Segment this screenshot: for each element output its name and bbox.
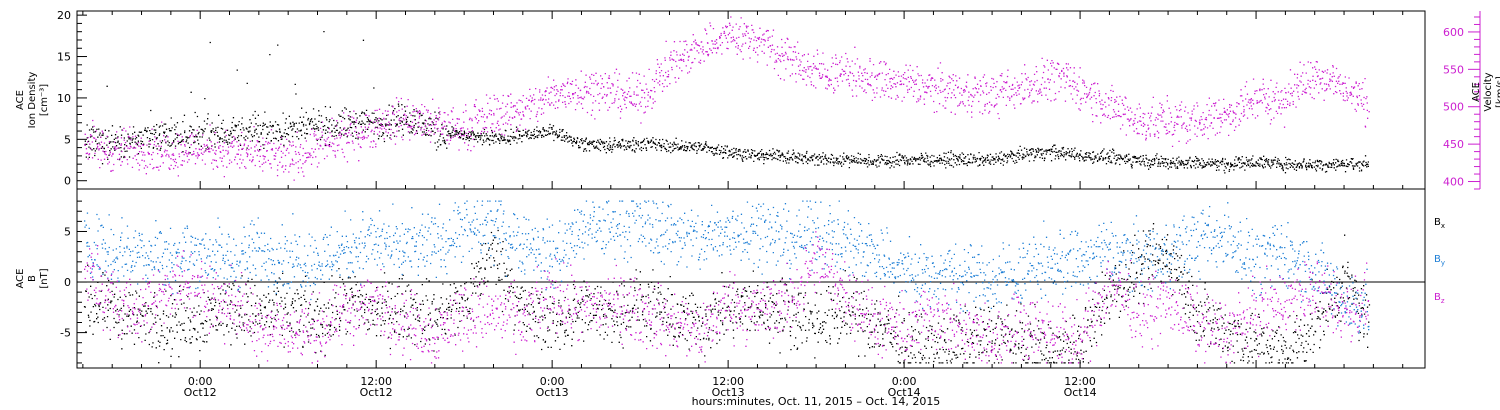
velocity-axis-title-0: ACE — [1471, 82, 1482, 102]
x-tick-time-2: 0:00 — [540, 375, 565, 388]
velocity-axis-title-2: [km/s] — [1495, 76, 1500, 108]
density-axis-title-1: Ion Density — [27, 72, 38, 129]
velocity-tick-label-550: 550 — [1443, 63, 1464, 76]
velocity-tick-label-450: 450 — [1443, 138, 1464, 151]
x-tick-time-5: 12:00 — [1064, 375, 1096, 388]
legend-Bx: Bx — [1434, 217, 1445, 230]
b-tick-label-5: 5 — [64, 225, 71, 238]
x-tick-time-4: 0:00 — [892, 375, 917, 388]
legend-By: By — [1434, 254, 1445, 267]
x-tick-date-3: Oct13 — [712, 386, 745, 399]
velocity-axis-title-1: Velocity — [1483, 72, 1494, 111]
bottom-panel-frame — [76, 188, 1426, 369]
x-tick-date-1: Oct12 — [360, 386, 393, 399]
density-tick-label-10: 10 — [57, 92, 71, 105]
x-axis-label: hours:minutes, Oct. 11, 2015 – Oct. 14, … — [692, 395, 941, 408]
x-tick-date-0: Oct12 — [184, 386, 217, 399]
velocity-tick-label-600: 600 — [1443, 26, 1464, 39]
density-axis-title-0: ACE — [15, 90, 26, 110]
b-points-Bz — [84, 231, 1370, 364]
x-tick-date-5: Oct14 — [1064, 386, 1097, 399]
x-tick-date-2: Oct13 — [536, 386, 569, 399]
b-points-Bx — [83, 223, 1371, 364]
legend-Bz: Bz — [1434, 292, 1445, 305]
b-axis-title-1: B — [27, 275, 38, 282]
density-axis-title-2: [cm⁻³] — [39, 84, 50, 116]
density-tick-label-20: 20 — [57, 9, 71, 22]
b-points-By — [84, 200, 1370, 334]
x-tick-time-0: 0:00 — [188, 375, 213, 388]
velocity-tick-label-500: 500 — [1443, 101, 1464, 114]
x-tick-time-1: 12:00 — [360, 375, 392, 388]
density-tick-label-0: 0 — [64, 175, 71, 188]
density-tick-label-15: 15 — [57, 51, 71, 64]
velocity-points — [84, 16, 1370, 181]
density-points — [84, 30, 1369, 174]
b-axis-title-2: [nT] — [39, 268, 50, 288]
x-tick-date-4: Oct14 — [888, 386, 921, 399]
b-axis-title-0: ACE — [15, 269, 26, 289]
x-tick-time-3: 12:00 — [712, 375, 744, 388]
b-tick-label--5: -5 — [60, 327, 71, 340]
velocity-tick-label-400: 400 — [1443, 176, 1464, 189]
density-tick-label-5: 5 — [64, 133, 71, 146]
b-tick-label-0: 0 — [64, 276, 71, 289]
